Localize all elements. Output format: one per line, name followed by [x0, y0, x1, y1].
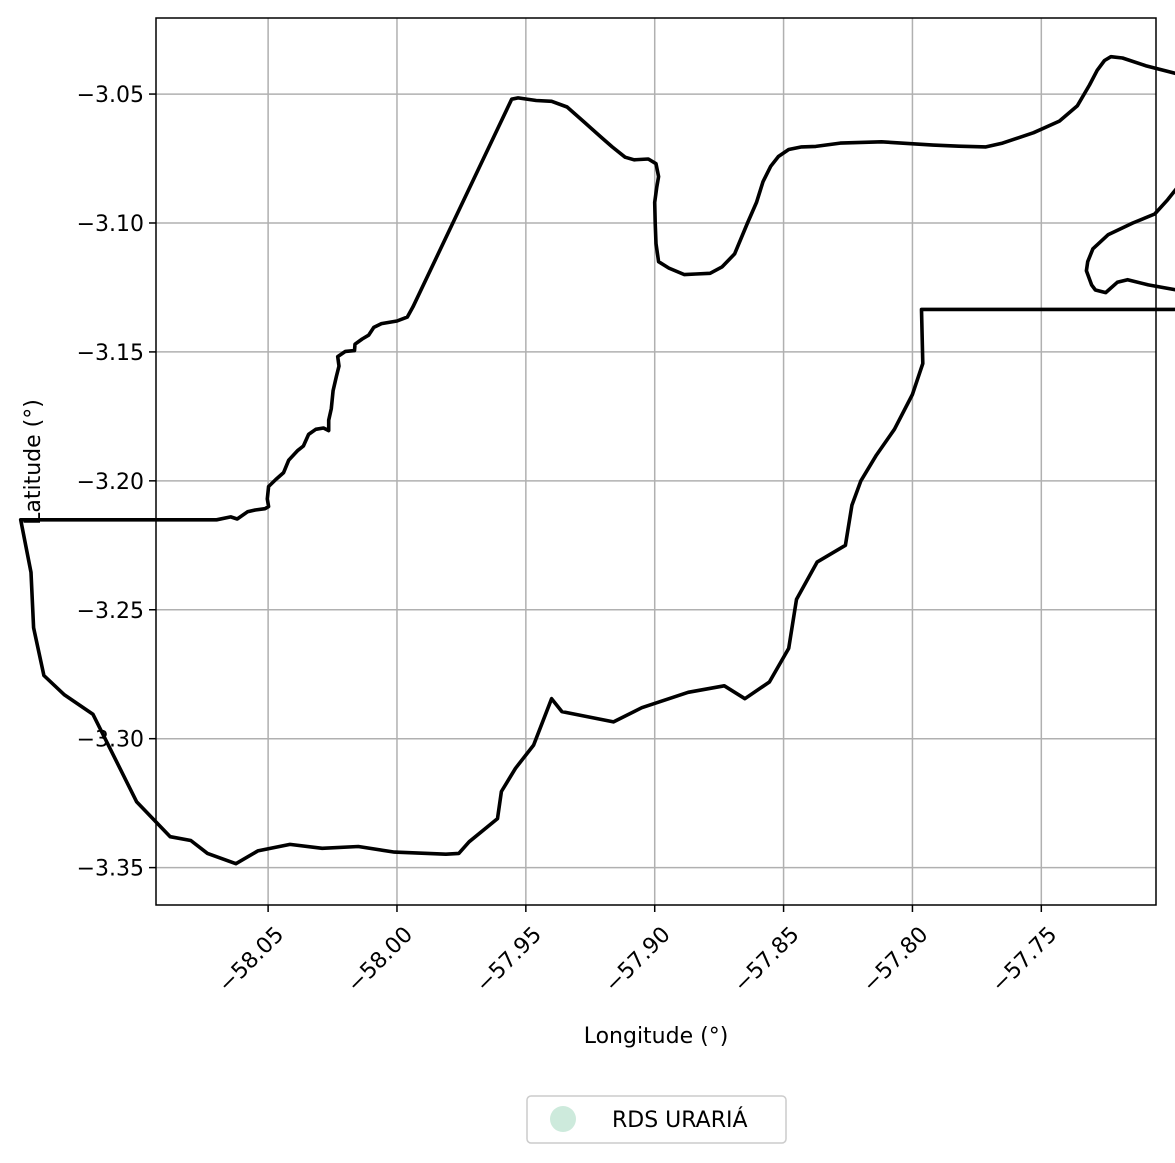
legend-frame [526, 1095, 787, 1144]
x-tick-label-5: −57.80 [858, 922, 933, 997]
y-tick-label-1: −3.10 [77, 212, 144, 237]
x-tick-label-0: −58.05 [214, 922, 289, 997]
legend: RDS URARIÁ [526, 1095, 787, 1144]
y-tick-label-6: −3.35 [77, 857, 144, 882]
gridlines [156, 18, 1156, 905]
y-tick-label-3: −3.20 [77, 470, 144, 495]
y-tick-label-5: −3.30 [77, 728, 144, 753]
y-tick-label-0: −3.05 [77, 83, 144, 108]
legend-label-rds-uraria: RDS URARIÁ [612, 1107, 748, 1133]
plot-area-frame [155, 17, 1157, 906]
x-tick-label-1: −58.00 [343, 922, 418, 997]
x-tick-label-4: −57.85 [729, 922, 804, 997]
x-tick-label-2: −57.95 [472, 922, 547, 997]
x-axis-label: Longitude (°) [584, 1024, 729, 1049]
x-tick-label-6: −57.75 [987, 922, 1062, 997]
x-tick-label-3: −57.90 [600, 922, 675, 997]
boundary-outline-rds-uraria [18, 54, 1175, 866]
y-tick-label-4: −3.25 [77, 599, 144, 624]
legend-marker-rds-uraria [550, 1106, 576, 1132]
y-axis-label: Latitude (°) [21, 399, 46, 525]
y-tick-label-2: −3.15 [77, 341, 144, 366]
